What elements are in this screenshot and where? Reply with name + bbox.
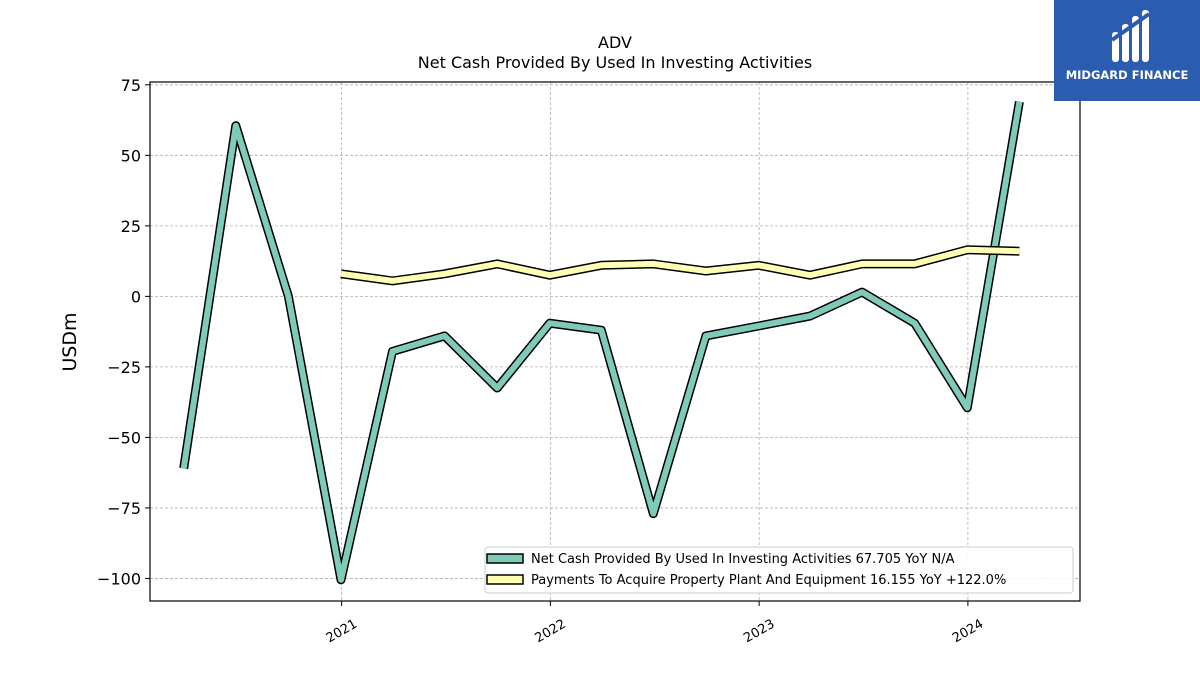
series-lines (179, 100, 1024, 585)
y-tick-label: 75 (121, 76, 141, 95)
legend-label: Net Cash Provided By Used In Investing A… (531, 552, 955, 567)
y-tick-label: 25 (121, 217, 141, 236)
chart-title: ADV (598, 33, 632, 52)
y-tick-label: −50 (107, 428, 141, 447)
y-tick-label: −25 (107, 358, 141, 377)
x-tick-label: 2021 (324, 617, 360, 647)
x-tick-label: 2022 (533, 617, 569, 647)
series-2-line (340, 246, 1020, 284)
y-tick-label: −100 (97, 569, 141, 588)
y-tick-label: −75 (107, 499, 141, 518)
legend: Net Cash Provided By Used In Investing A… (484, 546, 1074, 594)
x-axis-ticks: 2021 2022 2023 2024 (324, 601, 986, 646)
legend-label: Payments To Acquire Property Plant And E… (531, 573, 1006, 588)
x-tick-label: 2024 (950, 617, 986, 647)
y-tick-label: 0 (131, 287, 141, 306)
brand-logo: MIDGARD FINANCE (1054, 0, 1200, 101)
grid (150, 82, 1080, 601)
x-tick-label: 2023 (741, 617, 777, 647)
legend-box (484, 546, 1074, 594)
y-axis-ticks: 75 50 25 0 −25 −50 −75 −100 (97, 76, 150, 588)
brand-logo-text: MIDGARD FINANCE (1065, 68, 1189, 82)
midgard-logo-icon (1110, 10, 1151, 62)
y-axis-label: USDm (59, 312, 81, 371)
y-tick-label: 50 (121, 146, 141, 165)
series-1-line (180, 101, 1023, 583)
legend-swatch (486, 574, 524, 585)
chart-subtitle: Net Cash Provided By Used In Investing A… (418, 53, 812, 72)
plot-frame (149, 81, 1081, 602)
legend-swatch (486, 553, 524, 564)
